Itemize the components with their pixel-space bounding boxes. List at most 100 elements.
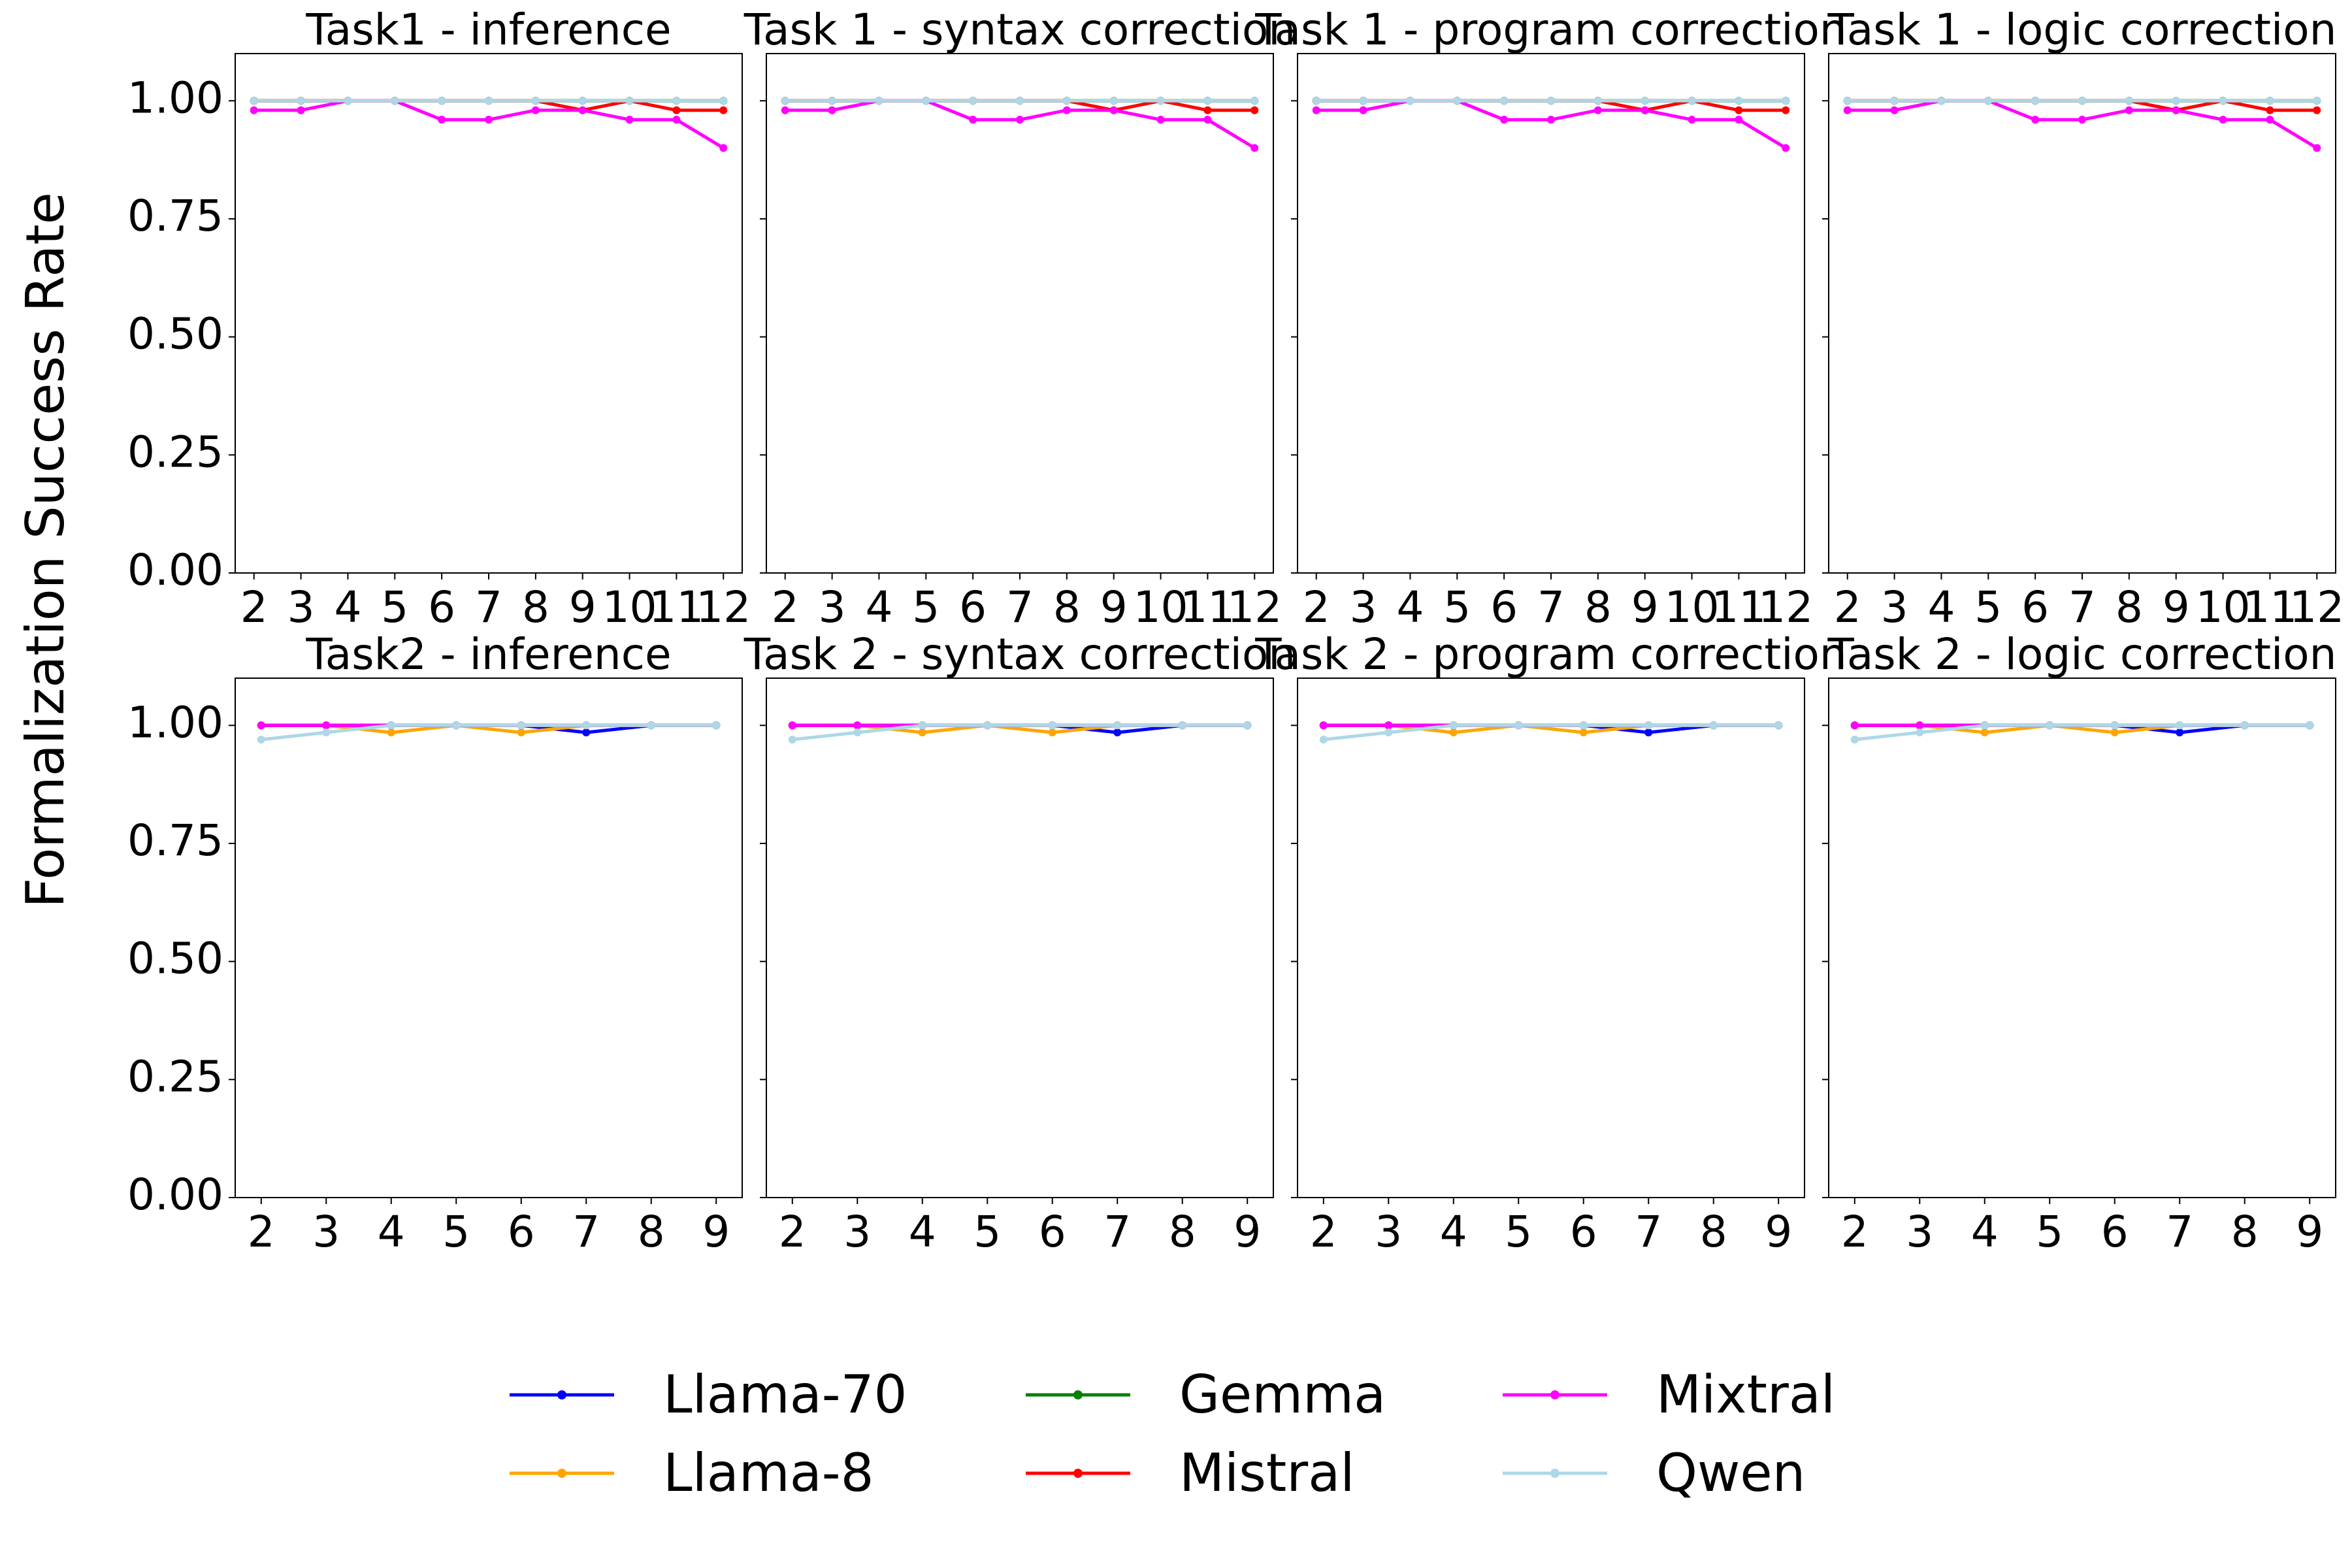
data-point-qwen [1048, 721, 1056, 730]
data-point-mixtral [1916, 721, 1924, 730]
legend-label: Mistral [1179, 1443, 1355, 1503]
x-tick-label: 6 [1570, 1207, 1597, 1257]
panel-1: Task1 - inference 0.00 0.25 0.50 0.75 1.00 2 3 4… [127, 5, 751, 632]
panel-title: Task 2 - syntax correction [743, 629, 1296, 679]
data-point-mixtral [250, 106, 258, 114]
x-tick-label: 6 [428, 582, 455, 632]
x-tick-label: 12 [2289, 582, 2344, 632]
data-point-qwen [853, 728, 862, 737]
plot-frame [235, 678, 743, 1198]
x-tick-label: 5 [1505, 1207, 1532, 1257]
x-tick-label: 2 [1310, 1207, 1337, 1257]
x-tick-label: 10 [602, 582, 657, 632]
data-point-mixtral [1016, 116, 1024, 124]
data-point-qwen [578, 97, 587, 105]
data-point-llama-8 [1048, 728, 1056, 737]
data-point-qwen [719, 97, 728, 105]
panel-title: Task1 - inference [305, 5, 671, 55]
plot-frame [235, 53, 743, 574]
data-point-qwen [1644, 721, 1653, 730]
data-point-qwen [250, 97, 258, 105]
y-tick-label: 0.75 [127, 191, 223, 241]
data-point-qwen [1243, 721, 1252, 730]
data-point-qwen [1774, 721, 1783, 730]
data-point-mixtral [1593, 106, 1602, 114]
y-tick-label: 0.25 [127, 1051, 223, 1102]
x-tick-label: 6 [959, 582, 987, 632]
data-point-qwen [391, 97, 399, 105]
data-point-qwen [1250, 97, 1259, 105]
data-point-qwen [297, 97, 305, 105]
data-point-qwen [828, 97, 836, 105]
y-tick-label: 1.00 [127, 697, 223, 747]
legend-swatch [1503, 1469, 1607, 1478]
x-tick-label: 5 [381, 582, 408, 632]
data-point-qwen [1890, 97, 1899, 105]
legend-label: Llama-70 [663, 1364, 907, 1425]
data-point-mixtral [1843, 106, 1852, 114]
x-tick-label: 3 [1350, 582, 1377, 632]
x-tick-label: 11 [1711, 582, 1766, 632]
data-point-qwen [1593, 97, 1602, 105]
x-tick-label: 10 [1665, 582, 1720, 632]
x-tick-label: 6 [1039, 1207, 1066, 1257]
x-tick-label: 5 [442, 1207, 470, 1257]
panel-title: Task 2 - logic correction [1827, 629, 2336, 679]
data-point-qwen [1453, 97, 1462, 105]
data-point-mixtral [2219, 116, 2227, 124]
data-point-mixtral [1250, 144, 1259, 152]
x-tick-label: 2 [1841, 1207, 1869, 1257]
data-point-qwen [2046, 721, 2054, 730]
y-tick-label: 0.50 [127, 309, 223, 359]
data-point-qwen [2031, 97, 2040, 105]
data-point-mixtral [1890, 106, 1899, 114]
data-point-mistral [1782, 106, 1790, 114]
data-point-mistral [719, 106, 728, 114]
panel-title: Task2 - inference [305, 629, 671, 679]
series-line-qwen [261, 723, 717, 742]
data-point-qwen [2110, 721, 2119, 730]
plot-frame [1828, 678, 2336, 1198]
x-tick-label: 8 [638, 1207, 665, 1257]
data-point-llama-8 [517, 728, 525, 737]
legend-swatch [1503, 1390, 1607, 1399]
data-point-qwen [1359, 97, 1367, 105]
data-point-qwen [322, 728, 331, 737]
y-axis-label: Formalization Success Rate [15, 192, 76, 908]
data-point-mixtral [1735, 116, 1743, 124]
x-tick-label: 3 [1375, 1207, 1402, 1257]
data-point-mixtral [853, 721, 862, 730]
data-point-llama-8 [387, 728, 395, 737]
data-point-qwen [1641, 97, 1649, 105]
data-point-qwen [781, 97, 789, 105]
data-point-llama-70 [1644, 728, 1653, 737]
data-point-mixtral [625, 116, 634, 124]
data-point-qwen [2240, 721, 2249, 730]
y-tick-label: 1.00 [127, 73, 223, 123]
data-point-llama-8 [1579, 728, 1588, 737]
x-tick-label: 10 [1134, 582, 1188, 632]
data-point-qwen [2078, 97, 2086, 105]
x-tick-label: 5 [1443, 582, 1471, 632]
x-tick-label: 7 [1103, 1207, 1131, 1257]
data-point-qwen [387, 721, 395, 730]
data-point-mixtral [1688, 116, 1696, 124]
plot-frame [1828, 53, 2336, 574]
y-tick-label: 0.50 [127, 934, 223, 984]
x-tick-label: 7 [2166, 1207, 2193, 1257]
x-tick-label: 5 [912, 582, 939, 632]
data-point-mixtral [1782, 144, 1790, 152]
data-point-qwen [2172, 97, 2180, 105]
plot-frame [1297, 53, 1805, 574]
x-tick-label: 10 [2196, 582, 2251, 632]
data-point-qwen [1547, 97, 1555, 105]
x-tick-label: 2 [1834, 582, 1861, 632]
data-point-qwen [1514, 721, 1523, 730]
x-tick-label: 12 [1227, 582, 1282, 632]
data-point-qwen [438, 97, 446, 105]
x-tick-label: 9 [702, 1207, 730, 1257]
x-tick-label: 4 [1927, 582, 1955, 632]
x-tick-label: 4 [334, 582, 361, 632]
x-tick-label: 3 [843, 1207, 871, 1257]
x-tick-label: 11 [649, 582, 704, 632]
